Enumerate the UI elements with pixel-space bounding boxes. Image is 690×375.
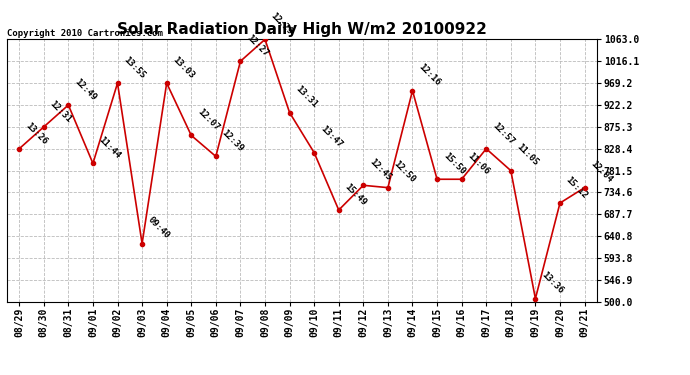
Text: 12:27: 12:27 <box>244 33 270 58</box>
Text: 12:39: 12:39 <box>220 128 246 154</box>
Text: Copyright 2010 Cartronics.com: Copyright 2010 Cartronics.com <box>7 29 163 38</box>
Text: 13:26: 13:26 <box>23 121 49 146</box>
Text: 15:12: 15:12 <box>564 175 589 200</box>
Text: 15:49: 15:49 <box>343 182 368 207</box>
Text: 12:16: 12:16 <box>417 63 442 88</box>
Text: 13:55: 13:55 <box>121 55 147 80</box>
Title: Solar Radiation Daily High W/m2 20100922: Solar Radiation Daily High W/m2 20100922 <box>117 22 487 37</box>
Text: 11:44: 11:44 <box>97 135 122 160</box>
Text: 15:50: 15:50 <box>441 151 466 177</box>
Text: 12:31: 12:31 <box>48 99 73 124</box>
Text: 12:50: 12:50 <box>392 159 417 185</box>
Text: 09:40: 09:40 <box>146 216 172 241</box>
Text: 12:04: 12:04 <box>589 159 614 185</box>
Text: 13:31: 13:31 <box>294 84 319 110</box>
Text: 12:57: 12:57 <box>491 121 515 146</box>
Text: 12:07: 12:07 <box>195 107 221 133</box>
Text: 13:47: 13:47 <box>318 124 344 150</box>
Text: 11:05: 11:05 <box>515 142 540 168</box>
Text: 13:03: 13:03 <box>171 55 196 80</box>
Text: 13:36: 13:36 <box>540 270 565 296</box>
Text: 11:06: 11:06 <box>466 151 491 177</box>
Text: 12:29: 12:29 <box>269 11 295 37</box>
Text: 12:45: 12:45 <box>368 157 393 183</box>
Text: 12:49: 12:49 <box>72 77 98 102</box>
